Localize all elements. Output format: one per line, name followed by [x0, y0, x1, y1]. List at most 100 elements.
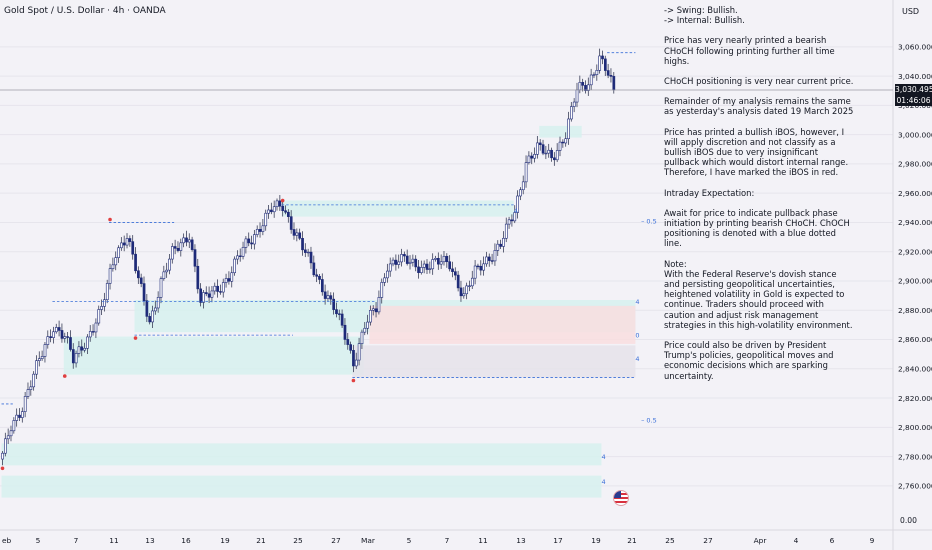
zone-teal — [63, 336, 364, 375]
bear-candle — [445, 255, 449, 263]
swing-point — [62, 374, 67, 378]
bull-candle — [100, 306, 103, 310]
bull-candle — [496, 243, 500, 251]
y-tick-label: 3,040.000 — [898, 72, 932, 81]
bear-candle — [148, 316, 152, 323]
bull-candle — [369, 310, 372, 323]
y-tick-label: 2,800.000 — [898, 423, 932, 432]
bull-candle — [567, 118, 570, 140]
zone-grey — [352, 345, 636, 378]
bull-candle — [371, 308, 375, 311]
x-tick-label: 21 — [627, 536, 637, 545]
zone-red — [369, 305, 636, 344]
x-tick-label: 7 — [445, 536, 450, 545]
bear-candle — [57, 327, 61, 331]
bear-candle — [437, 257, 440, 265]
bear-candle — [451, 268, 454, 272]
bear-candle — [199, 288, 203, 303]
swing-point — [108, 217, 112, 222]
bull-candle — [527, 155, 531, 163]
bear-candle — [18, 414, 21, 418]
note-paragraph: Intraday Expectation: — [664, 187, 755, 198]
swing-point — [0, 466, 5, 471]
zone-label: 0 — [635, 332, 639, 340]
bear-candle — [561, 141, 565, 144]
bull-candle — [29, 386, 33, 390]
bear-candle — [219, 291, 222, 293]
bear-candle — [530, 155, 534, 159]
bull-candle — [241, 247, 245, 257]
bull-candle — [77, 346, 81, 354]
zone-label: 4 — [635, 355, 639, 363]
bear-candle — [309, 251, 313, 264]
bear-candle — [335, 309, 338, 315]
bull-candle — [236, 255, 239, 260]
x-tick-label: 17 — [553, 536, 563, 545]
bear-candle — [289, 216, 293, 230]
y-tick-label: 3,060.000 — [898, 43, 932, 52]
bull-candle — [224, 278, 228, 283]
bull-candle — [377, 297, 381, 313]
bull-candle — [295, 232, 299, 236]
bear-candle — [71, 349, 75, 364]
bull-candle — [202, 292, 205, 303]
bull-candle — [408, 261, 412, 264]
bear-candle — [176, 248, 180, 251]
bull-candle — [411, 258, 415, 263]
bear-candle — [270, 209, 273, 213]
bull-candle — [74, 353, 78, 364]
x-tick-label: 5 — [36, 536, 41, 545]
bull-candle — [462, 293, 466, 297]
bull-candle — [587, 84, 590, 91]
bull-candle — [366, 321, 369, 329]
bull-candle — [473, 265, 477, 279]
bull-candle — [162, 271, 166, 279]
bear-candle — [340, 313, 344, 326]
bull-candle — [482, 263, 486, 271]
bear-candle — [278, 200, 282, 207]
bull-candle — [521, 181, 525, 191]
bear-candle — [190, 239, 194, 250]
bull-candle — [383, 277, 386, 283]
bar-countdown: 01:46:06 — [896, 96, 931, 105]
bull-candle — [485, 256, 488, 265]
x-tick-label: 11 — [478, 536, 488, 545]
zone-label: 4 — [601, 478, 605, 486]
last-price-value: 3,030.495 — [895, 85, 932, 94]
x-tick-label: 25 — [665, 536, 675, 545]
swing-point — [351, 378, 356, 383]
bull-candle — [558, 141, 562, 151]
x-tick-label: 13 — [516, 536, 526, 545]
x-tick-label: 7 — [74, 536, 79, 545]
bear-candle — [128, 238, 132, 242]
bull-candle — [592, 74, 596, 76]
bear-candle — [323, 291, 327, 299]
bear-candle — [247, 238, 251, 244]
x-tick-label: 11 — [109, 536, 119, 545]
bear-candle — [145, 300, 149, 317]
bear-candle — [352, 350, 355, 367]
currency-label[interactable]: USD — [902, 7, 920, 16]
bull-candle — [159, 278, 163, 298]
last-price-tag: 3,030.495 01:46:06 — [895, 84, 932, 106]
bull-candle — [570, 106, 573, 120]
y-tick-label: 2,760.000 — [898, 482, 932, 491]
y-tick-label: 2,780.000 — [898, 452, 932, 461]
bear-candle — [601, 55, 604, 60]
bull-candle — [275, 200, 279, 208]
axis-zero-label: 0.00 — [900, 516, 917, 525]
us-flag-icon[interactable] — [613, 490, 629, 506]
bull-candle — [117, 247, 120, 258]
bear-candle — [448, 261, 452, 270]
bull-candle — [88, 331, 92, 338]
x-tick-label: 27 — [703, 536, 713, 545]
bull-candle — [15, 414, 19, 421]
bear-candle — [346, 339, 350, 345]
bull-candle — [210, 290, 214, 298]
bull-candle — [547, 149, 551, 154]
bear-candle — [414, 258, 418, 268]
bear-candle — [91, 331, 95, 333]
bear-candle — [131, 241, 135, 255]
zone-teal — [1, 443, 602, 466]
